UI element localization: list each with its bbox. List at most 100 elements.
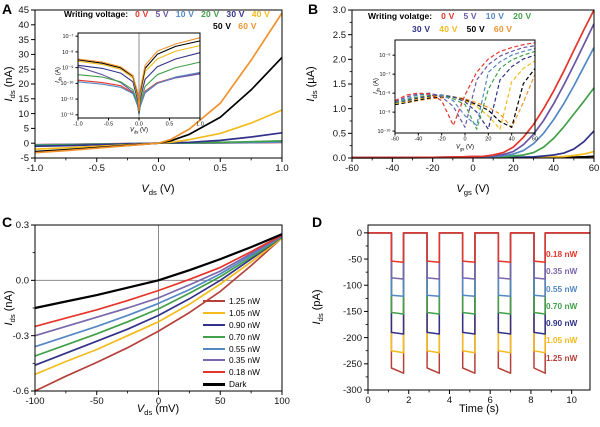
x-tick-label: -60 (391, 137, 399, 143)
panel-a-y-axis-title: Ids (nA) (3, 66, 17, 101)
y-tick-label: 2.5 (333, 30, 346, 41)
legend-item: 5 V (463, 11, 477, 21)
y-tick-label: 40 (18, 20, 29, 31)
y-tick-label: 10⁻¹² (61, 113, 74, 119)
panel-a-letter: A (2, 1, 13, 17)
x-subscript: ds (144, 408, 153, 418)
y-tick-label: 0 (24, 138, 29, 149)
legend-label: 0.18 nW (229, 367, 260, 378)
legend-swatch (203, 323, 225, 326)
x-unit: (V) (471, 182, 490, 195)
series-10-V (394, 47, 536, 126)
y-unit: (A) (373, 78, 380, 88)
y-tick-label: 10⁻⁷ (379, 71, 390, 78)
y-tick-label: -150 (343, 307, 362, 318)
legend-b-title: Writing volatge: (368, 11, 433, 21)
y-tick-label: 25 (18, 64, 29, 75)
panel-b-letter: B (308, 1, 319, 17)
y-unit: (A) (55, 67, 62, 77)
y-tick-label: 15 (18, 94, 29, 105)
legend-item: 20 V (513, 11, 532, 21)
x-tick-label: -40 (385, 163, 399, 174)
legend-item: 0 V (441, 11, 455, 21)
x-tick-label: 0 (156, 396, 161, 407)
chart-c-photoresponse-iv: -100 -50 0 50 100 -0.6 -0.3 0.0 0.3 (13, 220, 290, 407)
legend-item: 0.55 nW (546, 283, 578, 294)
legend-item: 60 V (238, 21, 257, 31)
series-0-V (351, 9, 595, 159)
legend-item: 30 V (226, 9, 245, 19)
legend-item: 0.55 nW (203, 343, 260, 355)
panel-a-inset-y-axis-title: Ids (A) (55, 67, 62, 83)
legend-swatch (203, 359, 225, 362)
legend-item: 5 V (155, 9, 169, 19)
x-unit: (V) (156, 182, 175, 195)
y-subscript: ds (8, 314, 18, 323)
series-0.18-nW (34, 234, 283, 328)
y-tick-label: -250 (343, 359, 362, 370)
x-tick-label: 0 (470, 163, 475, 174)
b_main-plot: -60 -40 -20 0 20 40 60 0.0 0.5 1.0 1.5 2.0 2.5 3.0 (333, 5, 600, 174)
y-tick-label: 10 (18, 109, 29, 120)
y-subscript: ds (316, 313, 326, 322)
x-symbol: V (141, 182, 149, 195)
a_main-plot: -1.0 -0.5 0.0 0.5 1.0 -5 0 5 10 15 20 25 30 35 40 45 (18, 5, 288, 174)
legend-a-row1: Writing voltage: 0 V 5 V 10 V 20 V 30 V 40 V (64, 9, 270, 19)
y-tick-label: 10⁻⁶ (379, 52, 390, 59)
y-tick-label: 10⁻⁷ (62, 33, 73, 40)
y-unit: (nA) (2, 290, 15, 315)
y-tick-label: 5 (24, 124, 29, 135)
series-Dark (34, 233, 283, 310)
y-tick-label: -0.3 (13, 331, 29, 342)
series-10-V (77, 71, 201, 115)
series-1.05-nW (34, 237, 283, 376)
y-tick-label: 3.0 (333, 5, 346, 16)
x-unit: Time (s) (459, 402, 499, 415)
d_main-plot: 0 2 4 6 8 10 -300 -250 -200 -150 -100 -50 0 (343, 224, 591, 406)
chart-a-output-curves: -1.0 -0.5 0.0 0.5 1.0-5051015202530354045-1.… (18, 5, 288, 174)
legend-label: 0.70 nW (229, 331, 260, 342)
y-tick-label: -300 (343, 385, 362, 396)
legend-item: 0.35 nW (203, 354, 260, 366)
series-60-V (34, 12, 283, 154)
y-tick-label: 10⁻⁸ (379, 90, 390, 97)
panel-b-y-axis-title: Ids (µA) (305, 66, 319, 101)
y-tick-label: -200 (343, 333, 362, 344)
x-unit: (V) (464, 144, 475, 151)
series-0.18-nW (368, 232, 590, 263)
x-tick-label: 0.5 (166, 122, 174, 128)
y-unit: (µA) (304, 66, 317, 91)
chart-d-time-response: 0 2 4 6 8 10 -300 -250 -200 -150 -100 -50 0 (343, 224, 591, 406)
series-0-V (394, 42, 536, 126)
y-tick-label: 1.5 (333, 79, 346, 90)
panel-b-x-axis-title: Vgs (V) (456, 183, 489, 197)
legend-d: 0.18 nW 0.35 nW 0.55 nW 0.70 nW 0.90 nW 1.05 … (546, 249, 577, 370)
x-tick-label: -1.0 (27, 163, 43, 174)
y-tick-label: 10⁻⁹ (379, 109, 390, 116)
legend-label: Dark (229, 379, 247, 390)
y-tick-label: 0.5 (333, 129, 346, 140)
x-tick-label: 1.0 (275, 163, 288, 174)
y-symbol: I (2, 98, 15, 102)
legend-item: 0 V (135, 9, 149, 19)
panel-d-y-axis-title: Ids (pA) (311, 289, 325, 324)
legend-item: 1.25 nW (203, 295, 260, 307)
legend-label: 0.55 nW (229, 343, 260, 354)
y-tick-label: -5 (21, 153, 29, 164)
y-subscript: ds (310, 90, 320, 99)
legend-item: 0.35 nW (546, 266, 578, 277)
y-tick-label: 20 (18, 79, 29, 90)
x-tick-label: 60 (532, 137, 538, 143)
legend-c: 1.25 nW 1.05 nW 0.90 nW 0.70 nW 0.55 nW 0.35 … (203, 295, 260, 390)
x-tick-label: 4 (447, 395, 452, 406)
panel-c-letter: C (2, 214, 13, 230)
x-tick-label: 0.5 (214, 163, 227, 174)
legend-item: 0.70 nW (546, 300, 578, 311)
y-tick-label: 35 (18, 35, 29, 46)
legend-item: 0.90 nW (203, 319, 260, 331)
x-tick-label: -0.5 (104, 122, 113, 128)
panel-a-inset-x-axis-title: Vds (V) (130, 127, 148, 134)
y-tick-label: 10⁻¹⁰ (60, 80, 74, 87)
legend-item: Dark (203, 378, 260, 390)
